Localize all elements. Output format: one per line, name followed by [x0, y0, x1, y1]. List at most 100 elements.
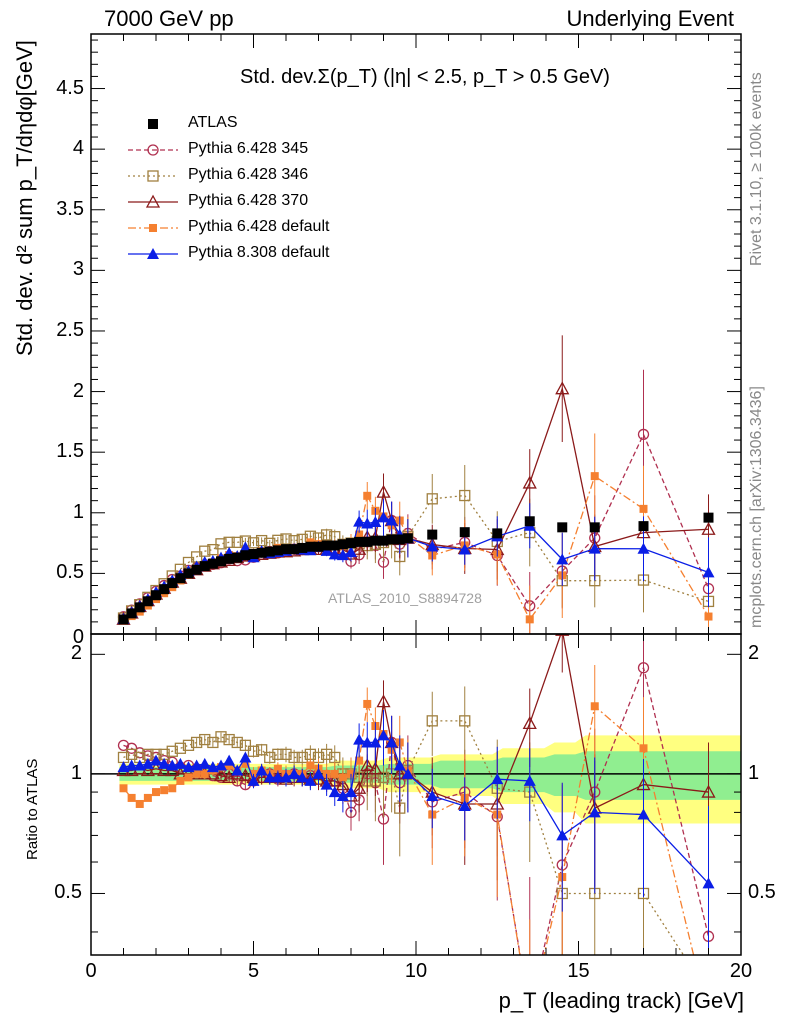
point-pythia-8-308-default — [239, 541, 252, 553]
ratio-point-pythia-8-308-default — [174, 757, 187, 769]
ratio-point-pythia-8-308-default — [491, 773, 504, 785]
legend-entry: Pythia 6.428 346 — [188, 166, 309, 183]
ratio-tick-label-right: 2 — [748, 642, 760, 665]
ratio-point-pythia-6-428-default — [176, 776, 185, 785]
ratio-panel-plot — [91, 634, 741, 955]
point-pythia-8-308-default — [377, 511, 390, 523]
data-point-atlas — [126, 608, 137, 619]
ratio-point-pythia-6-428-default — [355, 756, 364, 765]
data-point-atlas — [151, 590, 161, 601]
ratio-point-pythia-6-428-346 — [125, 748, 138, 760]
legend-marker — [145, 194, 161, 208]
ratio-point-pythia-6-428-default — [590, 702, 599, 711]
data-point-atlas — [264, 546, 275, 557]
ratio-point-pythia-6-428-default — [127, 793, 136, 802]
point-pythia-8-308-default — [353, 515, 366, 527]
ratio-point-pythia-6-428-default — [143, 793, 152, 802]
point-pythia-6-428-370 — [522, 475, 537, 489]
data-point-atlas — [402, 533, 413, 544]
data-point-atlas — [289, 544, 300, 555]
point-pythia-6-428-346 — [215, 538, 227, 550]
data-point-atlas — [256, 547, 267, 558]
data-point-atlas — [386, 534, 397, 545]
legend-entry: Pythia 8.308 default — [188, 244, 330, 261]
ratio-point-pythia-6-428-370 — [522, 716, 537, 730]
x-tick-label: 5 — [247, 960, 260, 982]
point-pythia-6-428-346 — [231, 536, 243, 549]
ratio-point-pythia-6-428-346 — [182, 739, 195, 751]
point-pythia-6-428-370 — [701, 521, 716, 535]
point-pythia-8-308-default — [588, 542, 601, 554]
rivet-label: Rivet 3.1.10, ≥ 100k events — [748, 72, 765, 266]
plot-title-text: Std. dev.Σ(p_T) (|η| < 2.5, p_T > 0.5 Ge… — [240, 66, 610, 88]
ratio-point-pythia-8-308-default — [280, 771, 292, 783]
data-point-atlas — [118, 614, 129, 625]
data-point-atlas — [240, 550, 251, 561]
data-point-atlas — [427, 529, 438, 540]
ratio-point-pythia-6-428-default — [200, 769, 209, 778]
point-pythia-6-428-default — [363, 491, 372, 500]
ratio-point-pythia-6-428-default — [363, 699, 372, 708]
ratio-point-pythia-6-428-346 — [174, 742, 187, 754]
ratio-point-pythia-8-308-default — [125, 759, 138, 771]
y-tick-label: 0 — [72, 626, 84, 648]
data-point-atlas — [142, 596, 153, 607]
ratio-tick-label: 2 — [70, 642, 82, 665]
point-pythia-6-428-default — [639, 504, 648, 513]
data-point-atlas — [248, 549, 259, 559]
y-tick-label: 3.5 — [56, 197, 84, 220]
y-tick-label: 2 — [72, 379, 84, 402]
ratio-point-pythia-6-428-default — [273, 764, 282, 773]
ratio-point-pythia-8-308-default — [255, 764, 268, 776]
point-pythia-6-428-346 — [426, 493, 438, 505]
point-pythia-8-308-default — [369, 516, 382, 527]
ratio-point-pythia-8-308-default — [361, 736, 374, 748]
y-tick-label: 4.5 — [56, 76, 84, 99]
ratio-point-pythia-6-428-370 — [368, 761, 383, 775]
ratio-point-pythia-6-428-370 — [360, 758, 375, 772]
ratio-point-pythia-6-428-346 — [239, 739, 252, 751]
ratio-point-pythia-6-428-default — [135, 799, 144, 808]
ratio-point-pythia-6-428-default — [152, 788, 160, 797]
ratio-axis-title: Ratio to ATLAS — [24, 758, 41, 860]
ratio-point-pythia-8-308-default — [320, 778, 333, 790]
ratio-tick-label: 1 — [70, 761, 82, 784]
point-pythia-6-428-346 — [280, 533, 292, 545]
data-point-atlas — [191, 564, 202, 575]
point-pythia-8-308-default — [426, 540, 439, 552]
ratio-point-pythia-6-428-default — [330, 769, 339, 778]
ratio-point-pythia-8-308-default — [702, 877, 715, 889]
data-point-atlas — [703, 512, 714, 523]
ratio-point-pythia-8-308-default — [336, 789, 349, 801]
x-tick-label: 0 — [85, 960, 97, 982]
ratio-point-pythia-8-308-default — [312, 767, 325, 779]
point-pythia-6-428-default — [704, 612, 713, 621]
ratio-point-pythia-6-428-346 — [377, 771, 390, 784]
ratio-point-pythia-8-308-default — [263, 771, 276, 783]
ratio-point-pythia-6-428-346 — [280, 748, 292, 760]
point-pythia-6-428-default — [355, 530, 364, 539]
data-point-atlas — [378, 535, 389, 546]
ratio-point-pythia-6-428-345 — [117, 739, 130, 751]
x-axis-title: p_T (leading track) [GeV] — [498, 988, 744, 1013]
ratio-point-pythia-8-308-default — [556, 829, 569, 841]
ratio-point-pythia-6-428-346 — [207, 736, 219, 749]
ratio-point-pythia-8-308-default — [288, 767, 301, 779]
ratio-point-pythia-8-308-default — [158, 757, 171, 769]
ratio-point-pythia-6-428-370 — [352, 780, 367, 794]
y-tick-label: 3 — [72, 258, 84, 281]
ratio-point-pythia-8-308-default — [215, 759, 227, 771]
ratio-point-pythia-8-308-default — [141, 757, 154, 769]
ratio-point-pythia-6-428-346 — [272, 748, 284, 760]
legend-marker — [148, 119, 158, 129]
legend-marker — [147, 170, 159, 182]
ratio-point-pythia-6-428-370 — [376, 694, 391, 708]
x-tick-label: 15 — [567, 960, 590, 982]
ratio-point-pythia-6-428-346 — [223, 733, 235, 746]
point-pythia-6-428-default — [590, 472, 599, 481]
ratio-point-pythia-8-308-default — [385, 736, 398, 748]
data-point-atlas — [224, 553, 235, 564]
point-pythia-6-428-346 — [459, 489, 471, 502]
ratio-point-pythia-8-308-default — [239, 751, 252, 763]
